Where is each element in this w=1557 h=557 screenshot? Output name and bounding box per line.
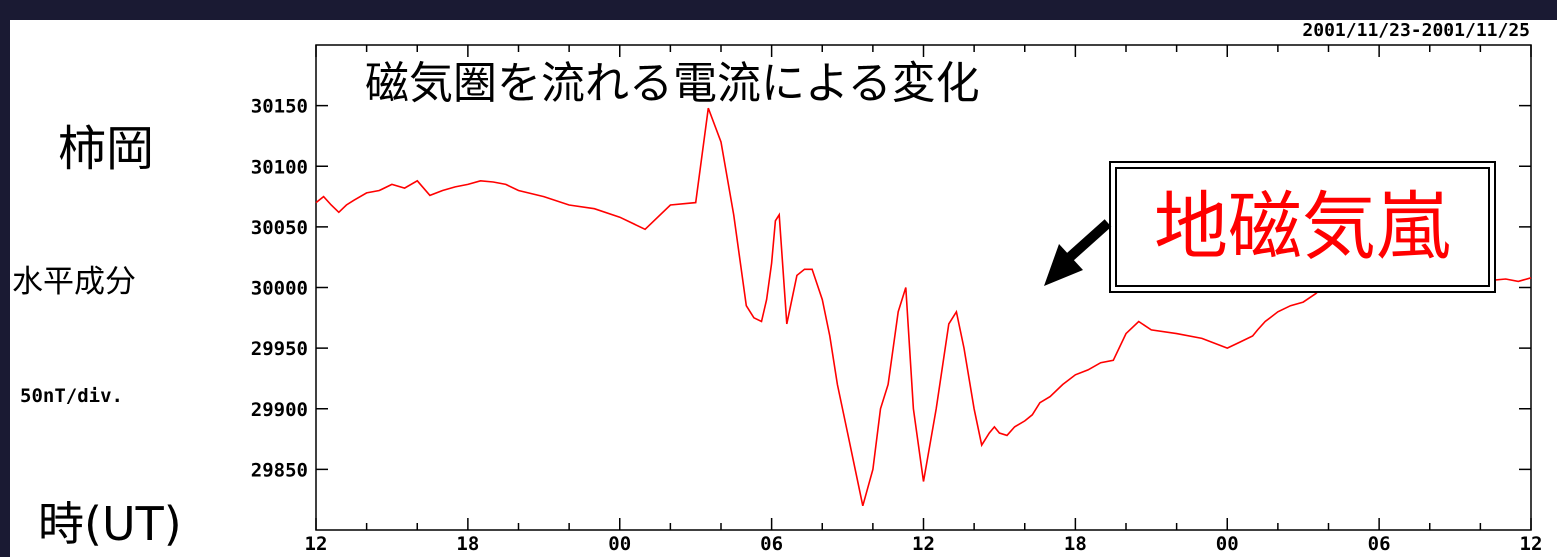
y-axis-label: 水平成分 xyxy=(12,264,136,300)
y-tick-labels: 29850 29900 29950 30000 30050 30100 30150 xyxy=(251,96,308,482)
annotation-label: 地磁気嵐 xyxy=(1154,184,1450,270)
storm-annotation: 地磁気嵐 xyxy=(1109,161,1496,293)
x-tick-label: 12 xyxy=(1520,533,1543,555)
x-tick-label: 00 xyxy=(1216,533,1239,555)
x-axis-label: 時(UT) xyxy=(38,497,182,551)
y-tick-label: 30150 xyxy=(251,96,308,118)
date-range-label: 2001/11/23-2001/11/25 xyxy=(1302,20,1530,41)
y-tick-label: 30100 xyxy=(251,156,308,178)
x-tick-label: 06 xyxy=(1368,533,1391,555)
y-tick-label: 29850 xyxy=(251,459,308,481)
axis-ticks xyxy=(315,45,1532,530)
arrow-icon xyxy=(1044,219,1112,286)
x-tick-label: 12 xyxy=(305,533,328,555)
y-tick-label: 29900 xyxy=(251,399,308,421)
series-line xyxy=(315,107,1532,507)
annotation-box-inner xyxy=(1115,167,1490,287)
scale-label: 50nT/div. xyxy=(20,385,123,407)
y-tick-label: 30000 xyxy=(251,278,308,300)
chart-title: 磁気圏を流れる電流による変化 xyxy=(365,58,980,109)
chart-svg: 29850 29900 29950 30000 30050 30100 30150 12 18… xyxy=(12,20,1543,555)
x-tick-labels: 12 18 00 06 12 18 00 06 12 xyxy=(305,533,1543,555)
x-tick-label: 00 xyxy=(608,533,631,555)
chart-frame: 29850 29900 29950 30000 30050 30100 30150 12 18… xyxy=(10,20,1557,557)
station-label: 柿岡 xyxy=(58,121,154,177)
x-tick-label: 18 xyxy=(456,533,479,555)
x-tick-label: 18 xyxy=(1064,533,1087,555)
x-tick-label: 12 xyxy=(912,533,935,555)
y-tick-label: 29950 xyxy=(251,338,308,360)
x-tick-label: 06 xyxy=(760,533,783,555)
y-tick-label: 30050 xyxy=(251,217,308,239)
annotation-box-outer xyxy=(1109,161,1496,293)
